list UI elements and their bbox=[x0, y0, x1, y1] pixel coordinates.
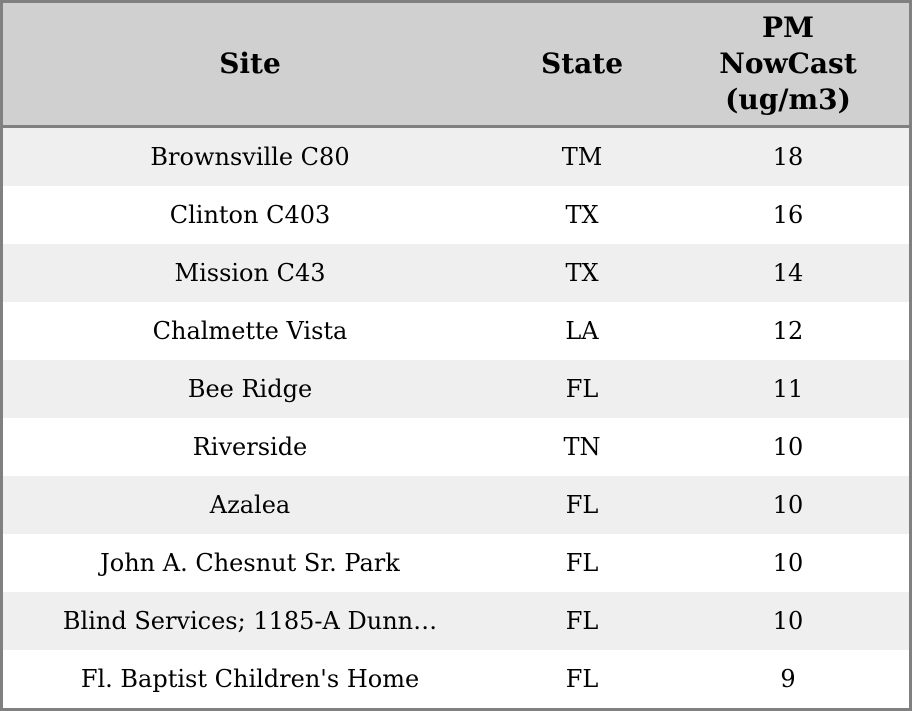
state-cell: LA bbox=[565, 316, 599, 345]
value-cell: 14 bbox=[772, 258, 804, 287]
site-cell: Clinton C403 bbox=[169, 200, 331, 229]
site-cell: Azalea bbox=[209, 490, 291, 519]
state-cell: FL bbox=[565, 664, 599, 693]
table-row: John A. Chesnut Sr. Park FL 10 bbox=[3, 534, 909, 592]
value-cell: 10 bbox=[772, 606, 804, 635]
site-cell: Fl. Baptist Children's Home bbox=[80, 664, 420, 693]
table-row: Azalea FL 10 bbox=[3, 476, 909, 534]
site-cell: John A. Chesnut Sr. Park bbox=[100, 548, 400, 577]
table-row: Mission C43 TX 14 bbox=[3, 244, 909, 302]
site-cell: Chalmette Vista bbox=[152, 316, 348, 345]
column-header-site: Site bbox=[219, 47, 281, 80]
value-cell: 10 bbox=[772, 490, 804, 519]
value-cell: 9 bbox=[780, 664, 796, 693]
table-row: Clinton C403 TX 16 bbox=[3, 186, 909, 244]
site-cell: Riverside bbox=[192, 432, 308, 461]
state-cell: TN bbox=[563, 432, 601, 461]
table-row: Brownsville C80 TM 18 bbox=[3, 128, 909, 186]
table-row: Fl. Baptist Children's Home FL 9 bbox=[3, 650, 909, 708]
value-cell: 10 bbox=[772, 548, 804, 577]
site-cell: Brownsville C80 bbox=[150, 142, 350, 171]
site-cell: Bee Ridge bbox=[187, 374, 313, 403]
value-cell: 18 bbox=[772, 142, 804, 171]
state-cell: FL bbox=[565, 606, 599, 635]
state-cell: FL bbox=[565, 490, 599, 519]
table-row: Blind Services; 1185-A Dunn… FL 10 bbox=[3, 592, 909, 650]
table-row: Bee Ridge FL 11 bbox=[3, 360, 909, 418]
state-cell: TX bbox=[565, 200, 599, 229]
state-cell: TM bbox=[561, 142, 603, 171]
column-header-state: State bbox=[540, 47, 624, 80]
site-cell: Mission C43 bbox=[174, 258, 326, 287]
state-cell: TX bbox=[565, 258, 599, 287]
site-cell: Blind Services; 1185-A Dunn… bbox=[62, 606, 438, 635]
table-header-row: Site State PM NowCast (ug/m3) bbox=[3, 3, 909, 128]
value-cell: 12 bbox=[772, 316, 804, 345]
table-row: Riverside TN 10 bbox=[3, 418, 909, 476]
table-row: Chalmette Vista LA 12 bbox=[3, 302, 909, 360]
state-cell: FL bbox=[565, 548, 599, 577]
value-cell: 10 bbox=[772, 432, 804, 461]
value-cell: 16 bbox=[772, 200, 804, 229]
state-cell: FL bbox=[565, 374, 599, 403]
value-cell: 11 bbox=[772, 374, 804, 403]
column-header-pm-nowcast: PM NowCast (ug/m3) bbox=[719, 11, 857, 116]
